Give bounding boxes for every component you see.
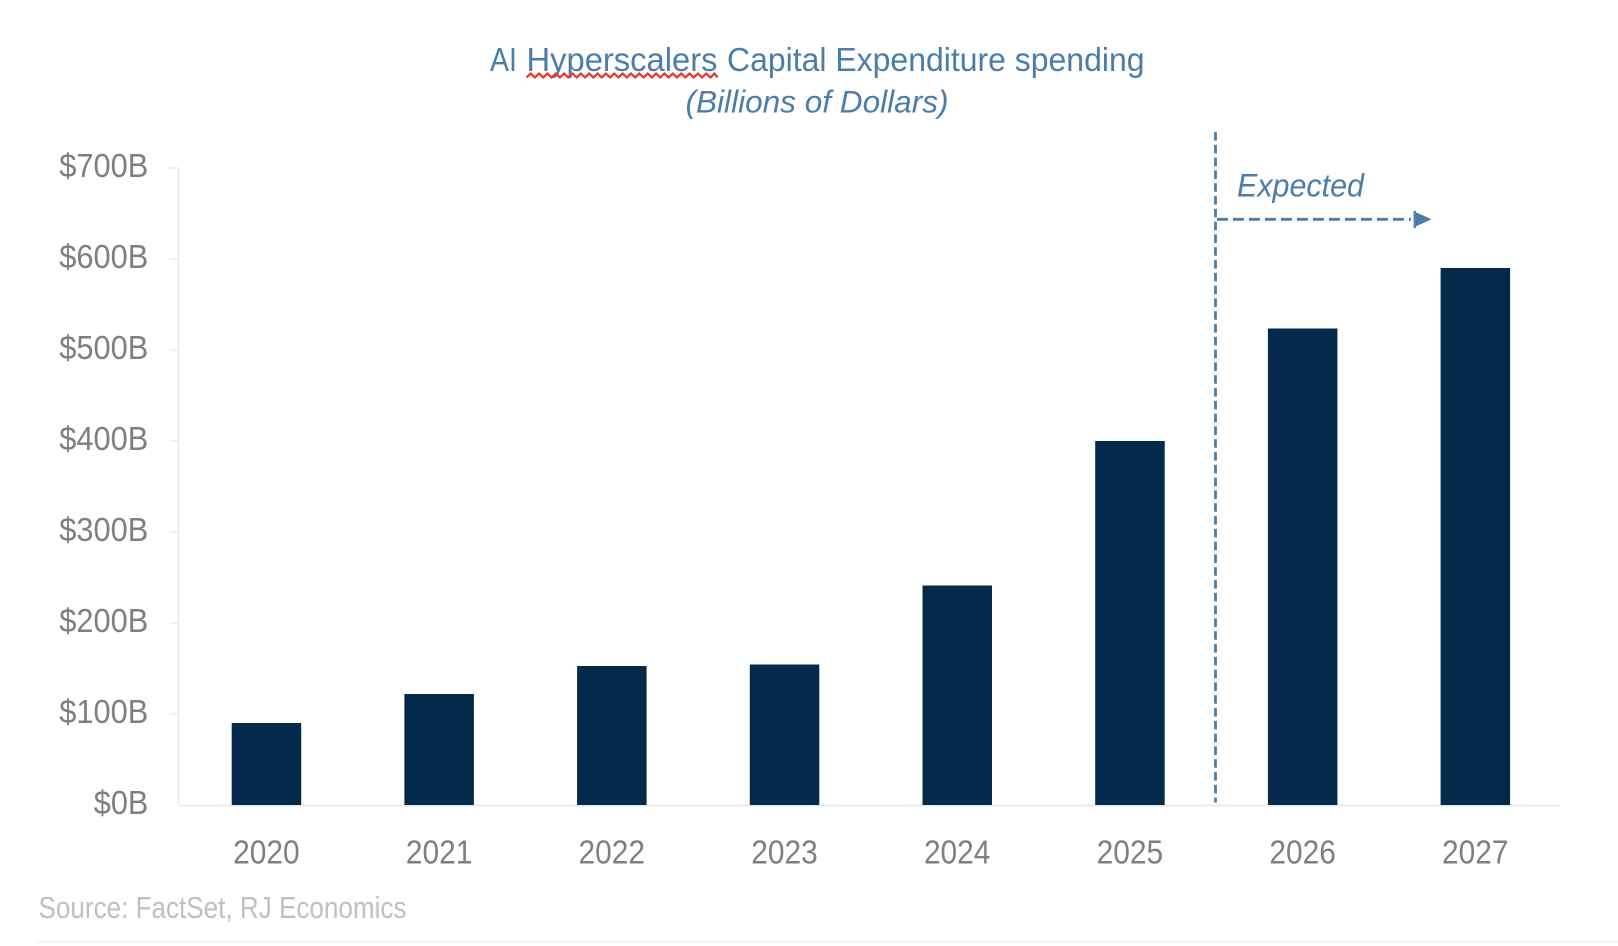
svg-text:$200B: $200B (59, 602, 148, 639)
svg-text:$600B: $600B (59, 238, 148, 275)
svg-text:$300B: $300B (59, 511, 148, 548)
svg-text:2026: 2026 (1269, 834, 1336, 871)
svg-text:$500B: $500B (59, 329, 148, 366)
svg-text:$400B: $400B (59, 420, 148, 457)
svg-text:AI: AI (490, 42, 517, 79)
svg-text:$700B: $700B (59, 147, 148, 184)
svg-text:$0B: $0B (94, 784, 149, 821)
svg-text:2022: 2022 (579, 834, 646, 871)
svg-text:Expected: Expected (1237, 167, 1365, 203)
svg-text:2025: 2025 (1097, 834, 1164, 871)
svg-text:$100B: $100B (59, 693, 148, 730)
svg-text:2023: 2023 (751, 834, 818, 871)
svg-text:(Billions of Dollars): (Billions of Dollars) (686, 83, 949, 119)
svg-text:Source: FactSet, RJ Economics: Source: FactSet, RJ Economics (39, 890, 407, 925)
svg-text:2020: 2020 (233, 834, 300, 871)
svg-text:2021: 2021 (406, 834, 473, 871)
svg-text:2027: 2027 (1442, 834, 1509, 871)
svg-text:Capital Expenditure spending: Capital Expenditure spending (727, 42, 1145, 79)
svg-text:2024: 2024 (924, 834, 991, 871)
